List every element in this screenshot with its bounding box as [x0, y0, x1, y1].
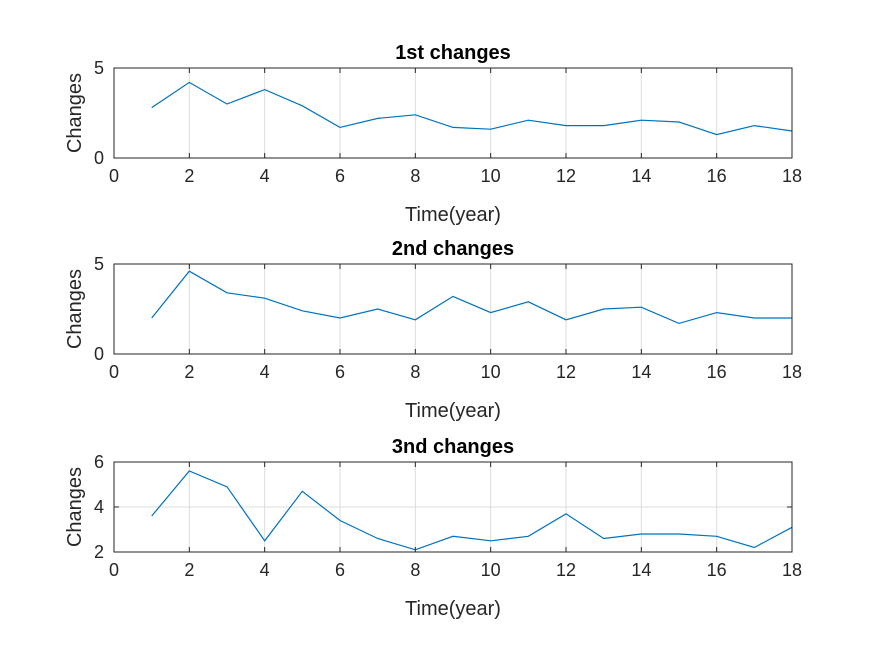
- y-axis-label: Changes: [64, 467, 86, 547]
- y-tick-label: 2: [94, 542, 104, 562]
- series-line: [151, 81, 793, 136]
- x-tick-label: 10: [481, 560, 501, 580]
- x-tick-label: 16: [707, 362, 727, 382]
- series-line: [151, 270, 792, 325]
- x-tick-label: 14: [631, 166, 651, 186]
- x-tick-label: 6: [335, 166, 345, 186]
- x-tick-label: 8: [410, 362, 420, 382]
- y-tick-label: 5: [94, 58, 104, 78]
- x-tick-label: 12: [556, 166, 576, 186]
- x-tick-label: 0: [109, 560, 119, 580]
- x-tick-label: 2: [184, 166, 194, 186]
- x-axis-label: Time(year): [405, 204, 501, 226]
- series-line: [151, 470, 793, 551]
- x-axis-label: Time(year): [405, 400, 501, 422]
- x-tick-label: 8: [410, 560, 420, 580]
- x-tick-label: 14: [631, 560, 651, 580]
- subplot-1: 0 2 4 6 8 10 12 14 16 18 0 5 1st changes Time(year) Ch…: [64, 42, 802, 226]
- x-tick-label: 12: [556, 560, 576, 580]
- plot-area: [114, 68, 792, 158]
- chart-title: 3nd changes: [392, 436, 514, 458]
- y-tick-label: 0: [94, 344, 104, 364]
- chart-title: 1st changes: [395, 42, 511, 64]
- x-tick-label: 2: [184, 362, 194, 382]
- x-tick-label: 0: [109, 166, 119, 186]
- x-tick-label: 6: [335, 362, 345, 382]
- x-axis-label: Time(year): [405, 598, 501, 620]
- plot-area: [114, 264, 792, 354]
- x-tick-label: 18: [782, 560, 802, 580]
- x-tick-label: 6: [335, 560, 345, 580]
- x-tick-label: 4: [260, 166, 270, 186]
- x-tick-label: 18: [782, 166, 802, 186]
- y-tick-label: 0: [94, 148, 104, 168]
- x-tick-label: 12: [556, 362, 576, 382]
- x-tick-label: 18: [782, 362, 802, 382]
- chart-title: 2nd changes: [392, 238, 514, 260]
- x-tick-label: 10: [481, 166, 501, 186]
- y-axis-label: Changes: [64, 73, 86, 153]
- x-tick-label: 8: [410, 166, 420, 186]
- x-tick-label: 16: [707, 166, 727, 186]
- subplot-2: 0 2 4 6 8 10 12 14 16 18 0 5 2nd changes Time(year) Ch…: [64, 238, 802, 422]
- y-tick-label: 6: [94, 452, 104, 472]
- y-tick-label: 4: [94, 497, 104, 517]
- x-tick-label: 2: [184, 560, 194, 580]
- x-tick-label: 4: [260, 560, 270, 580]
- x-tick-label: 14: [631, 362, 651, 382]
- x-tick-label: 4: [260, 362, 270, 382]
- axes-box: [113, 263, 793, 355]
- x-tick-label: 0: [109, 362, 119, 382]
- y-tick-label: 5: [94, 254, 104, 274]
- y-axis-label: Changes: [64, 269, 86, 349]
- x-tick-label: 10: [481, 362, 501, 382]
- x-tick-label: 16: [707, 560, 727, 580]
- axes-box: [113, 67, 793, 159]
